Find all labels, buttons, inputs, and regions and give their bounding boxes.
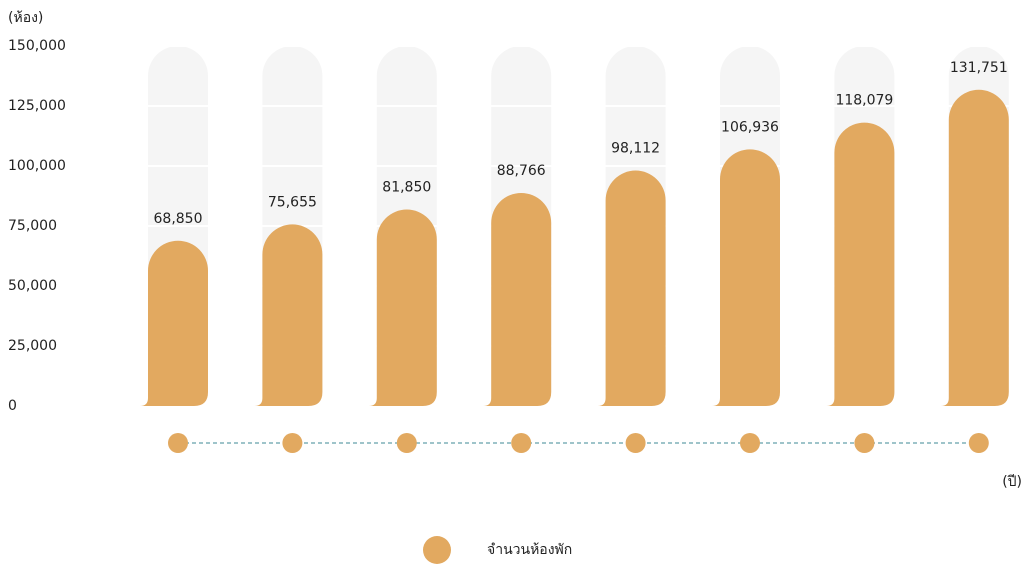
bar bbox=[368, 209, 437, 406]
y-tick-label: 50,000 bbox=[8, 278, 57, 294]
x-dot bbox=[968, 433, 989, 453]
value-label: 131,751 bbox=[950, 60, 1008, 76]
x-dot bbox=[740, 433, 760, 453]
x-dot bbox=[625, 433, 646, 453]
x-dot bbox=[168, 433, 188, 453]
value-label: 81,850 bbox=[382, 180, 431, 196]
value-label: 68,850 bbox=[154, 211, 203, 227]
y-tick-label: 125,000 bbox=[8, 98, 66, 114]
x-dot bbox=[854, 433, 875, 453]
value-label: 98,112 bbox=[611, 141, 660, 157]
y-tick-label: 100,000 bbox=[8, 158, 66, 174]
value-label: 88,766 bbox=[497, 163, 546, 179]
bar bbox=[712, 149, 780, 406]
bar bbox=[140, 240, 208, 406]
legend-swatch bbox=[423, 536, 451, 564]
y-tick-label: 25,000 bbox=[8, 338, 57, 354]
y-tick-label: 75,000 bbox=[8, 218, 57, 234]
x-dot bbox=[396, 433, 417, 453]
x-dot bbox=[282, 433, 303, 453]
bar bbox=[254, 224, 323, 406]
bar bbox=[483, 192, 552, 406]
y-axis-label: (ห้อง) bbox=[8, 10, 43, 26]
value-label: 118,079 bbox=[835, 93, 893, 109]
bar bbox=[597, 170, 666, 406]
value-label: 106,936 bbox=[721, 119, 779, 135]
y-tick-label: 150,000 bbox=[8, 38, 66, 54]
bar bbox=[940, 89, 1009, 406]
x-axis-label: (ปี) bbox=[1002, 474, 1022, 490]
value-label: 75,655 bbox=[268, 194, 317, 210]
y-tick-label: 0 bbox=[8, 398, 17, 414]
x-dot bbox=[511, 433, 532, 453]
legend-label: จำนวนห้องพัก bbox=[487, 542, 572, 558]
bar bbox=[826, 122, 895, 406]
